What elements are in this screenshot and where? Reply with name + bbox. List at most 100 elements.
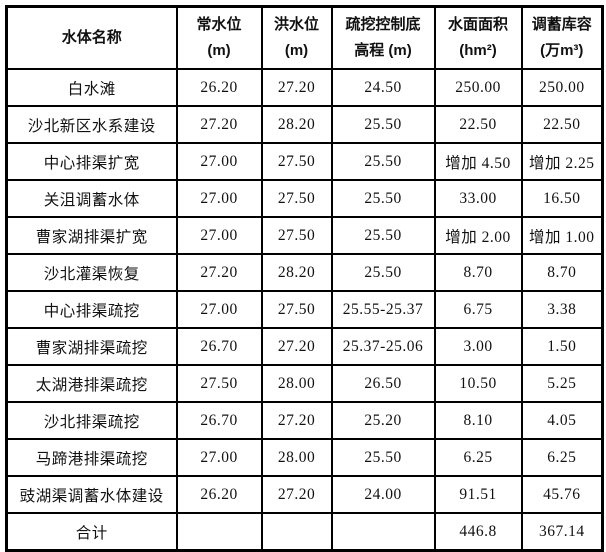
value-cell: 增加 1.00 [520,216,604,255]
value-cell: 27.50 [175,364,263,403]
header-unit: 高程 (m) [354,41,412,59]
value-cell: 4.05 [520,401,604,440]
value-cell: 26.20 [175,475,263,514]
value-cell: 27.20 [260,475,333,514]
value-cell: 27.00 [175,438,263,477]
value-cell: 25.20 [330,401,436,440]
value-cell: 增加 2.25 [520,142,604,181]
table-body: 白水滩 26.20 27.20 24.50 250.00 250.00 沙北新区水系建设 27… [5,68,604,552]
header-label: 疏挖控制底 [345,16,421,33]
value-cell: 25.50 [330,438,436,477]
value-cell: 24.00 [330,475,436,514]
header-dredge-control-elevation: 疏挖控制底 高程 (m) [330,5,436,70]
value-cell: 28.00 [260,364,333,403]
value-cell: 28.00 [260,438,333,477]
value-cell: 25.50 [330,142,436,181]
water-body-name-cell: 沙北灌渠恢复 [5,253,178,292]
value-cell: 45.76 [520,475,604,514]
value-cell: 26.70 [175,401,263,440]
water-body-name-cell: 中心排渠扩宽 [5,142,178,181]
water-body-name-cell: 合计 [5,512,178,552]
value-cell: 8.10 [433,401,523,440]
value-cell: 3.38 [520,290,604,329]
value-cell: 6.25 [433,438,523,477]
header-flood-water-level: 洪水位 (m) [260,5,333,70]
value-cell: 22.50 [433,105,523,144]
value-cell: 25.37-25.06 [330,327,436,366]
table-row: 合计 446.8 367.14 [5,512,604,552]
table-row: 沙北灌渠恢复 27.20 28.20 25.50 8.70 8.70 [5,253,604,292]
value-cell: 26.20 [175,68,263,107]
water-body-name-cell: 马蹄港排渠疏挖 [5,438,178,477]
header-unit: (万m³) [540,41,584,59]
header-water-surface-area: 水面面积 (hm²) [433,5,523,70]
water-body-name-cell: 沙北排渠疏挖 [5,401,178,440]
value-cell: 5.25 [520,364,604,403]
header-label: 水体名称 [61,28,122,46]
table-row: 沙北新区水系建设 27.20 28.20 25.50 22.50 22.50 [5,105,604,144]
water-body-name-cell: 中心排渠疏挖 [5,290,178,329]
water-body-name-cell: 曹家湖排渠扩宽 [5,216,178,255]
value-cell: 25.50 [330,253,436,292]
table-row: 中心排渠扩宽 27.00 27.50 25.50 增加 4.50 增加 2.25 [5,142,604,181]
header-unit: (m) [284,41,309,59]
value-cell: 10.50 [433,364,523,403]
value-cell: 27.20 [175,253,263,292]
value-cell: 27.50 [260,216,333,255]
water-body-name-cell: 白水滩 [5,68,178,107]
header-unit: (hm²) [459,41,497,59]
table-row: 关沮调蓄水体 27.00 27.50 25.50 33.00 16.50 [5,179,604,218]
water-body-name-cell: 太湖港排渠疏挖 [5,364,178,403]
table-row: 太湖港排渠疏挖 27.50 28.00 26.50 10.50 5.25 [5,364,604,403]
value-cell: 24.50 [330,68,436,107]
header-water-body-name: 水体名称 [5,5,178,70]
value-cell: 33.00 [433,179,523,218]
table-row: 豉湖渠调蓄水体建设 26.20 27.20 24.00 91.51 45.76 [5,475,604,514]
table-row: 沙北排渠疏挖 26.70 27.20 25.20 8.10 4.05 [5,401,604,440]
header-unit: (m) [207,41,231,59]
value-cell: 27.20 [260,68,333,107]
header-label: 水面面积 [447,16,508,33]
value-cell: 250.00 [433,68,523,107]
value-cell: 27.00 [175,216,263,255]
value-cell: 28.20 [260,253,333,292]
value-cell: 8.70 [433,253,523,292]
water-body-name-cell: 曹家湖排渠疏挖 [5,327,178,366]
value-cell [330,512,436,552]
value-cell: 25.50 [330,105,436,144]
value-cell: 27.20 [260,327,333,366]
water-body-name-cell: 沙北新区水系建设 [5,105,178,144]
value-cell [175,512,263,552]
value-cell: 27.00 [175,179,263,218]
table-row: 马蹄港排渠疏挖 27.00 28.00 25.50 6.25 6.25 [5,438,604,477]
table-row: 中心排渠疏挖 27.00 27.50 25.55-25.37 6.75 3.38 [5,290,604,329]
value-cell: 25.50 [330,216,436,255]
value-cell: 27.50 [260,142,333,181]
value-cell: 22.50 [520,105,604,144]
value-cell: 增加 2.00 [433,216,523,255]
value-cell: 3.00 [433,327,523,366]
value-cell: 27.20 [260,401,333,440]
value-cell: 27.20 [175,105,263,144]
value-cell: 446.8 [433,512,523,552]
value-cell: 8.70 [520,253,604,292]
value-cell: 增加 4.50 [433,142,523,181]
header-normal-water-level: 常水位 (m) [175,5,263,70]
value-cell: 6.75 [433,290,523,329]
value-cell: 28.20 [260,105,333,144]
table-row: 曹家湖排渠扩宽 27.00 27.50 25.50 增加 2.00 增加 1.00 [5,216,604,255]
value-cell: 25.50 [330,179,436,218]
table-row: 白水滩 26.20 27.20 24.50 250.00 250.00 [5,68,604,107]
value-cell: 27.50 [260,290,333,329]
value-cell: 26.50 [330,364,436,403]
water-body-name-cell: 豉湖渠调蓄水体建设 [5,475,178,514]
value-cell: 27.50 [260,179,333,218]
header-label: 调蓄库容 [531,16,592,33]
header-label: 洪水位 [273,16,319,33]
header-storage-capacity: 调蓄库容 (万m³) [520,5,604,70]
header-label: 常水位 [196,16,242,33]
value-cell: 26.70 [175,327,263,366]
document-page: 水体名称 常水位 (m) 洪水位 (m) [5,5,604,552]
header-row: 水体名称 常水位 (m) 洪水位 (m) [5,5,604,70]
water-body-table: 水体名称 常水位 (m) 洪水位 (m) [5,5,604,552]
